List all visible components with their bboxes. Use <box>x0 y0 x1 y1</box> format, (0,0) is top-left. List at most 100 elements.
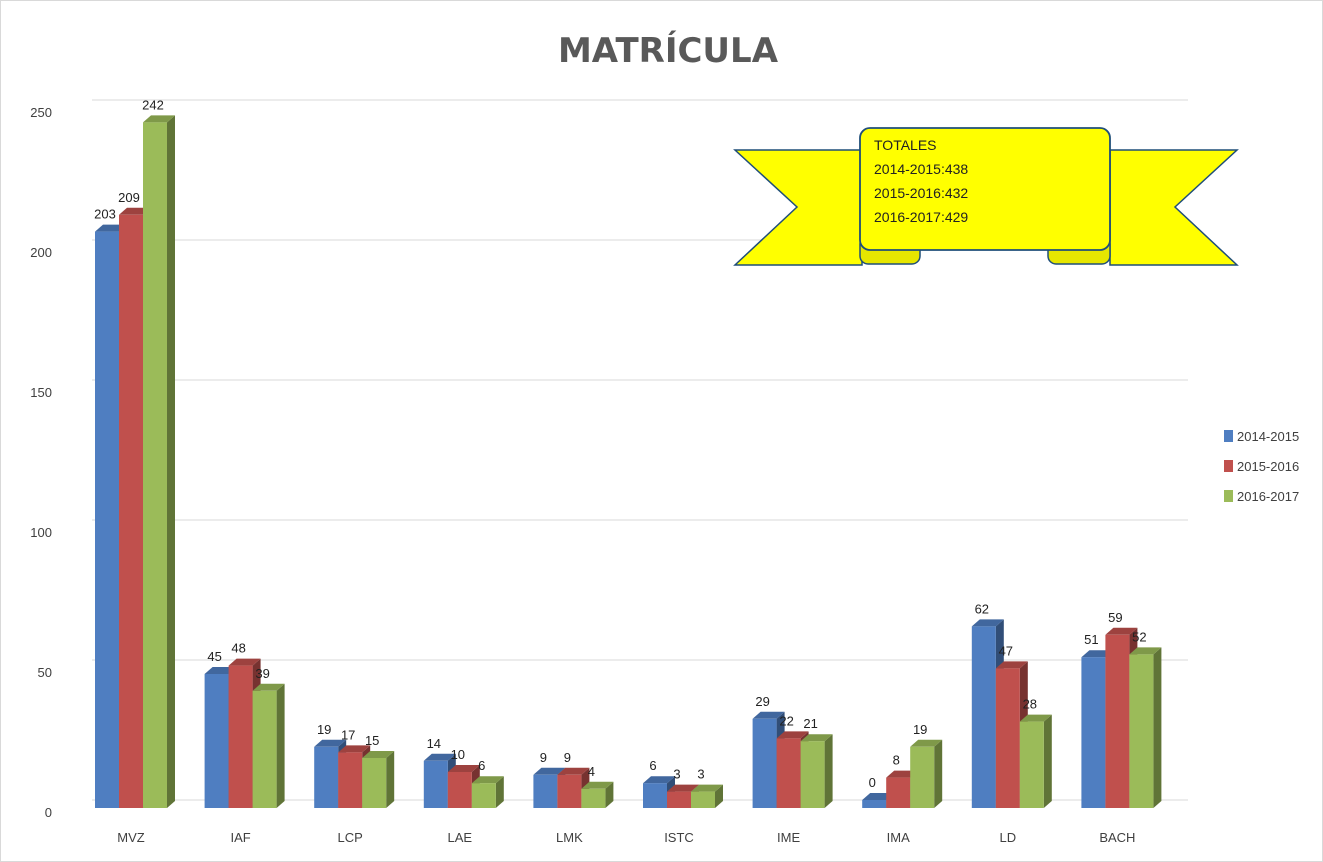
x-tick-label: LMK <box>556 830 583 845</box>
data-label: 28 <box>1023 697 1037 712</box>
data-label: 3 <box>697 767 704 782</box>
bar-top <box>338 745 371 753</box>
bar-side <box>824 734 833 808</box>
bar <box>971 626 996 808</box>
y-tick-label: 100 <box>30 525 52 540</box>
chart-title: MATRÍCULA <box>558 30 779 71</box>
bar-side <box>1153 647 1162 808</box>
bar <box>228 665 253 808</box>
bar-side <box>605 781 614 808</box>
data-label: 3 <box>673 767 680 782</box>
x-tick-label: MVZ <box>117 830 145 845</box>
y-axis-ticks: 0 50 100 150 200 250 <box>30 105 52 820</box>
bar <box>95 231 119 809</box>
data-label: 21 <box>803 716 817 731</box>
banner-text-line: 2015-2016:432 <box>874 185 968 201</box>
legend: 2014-2015 2015-2016 2016-2017 <box>1224 429 1299 504</box>
bar <box>338 752 363 808</box>
y-tick-label: 150 <box>30 385 52 400</box>
banner-text-line: 2014-2015:438 <box>874 161 968 177</box>
data-label: 47 <box>999 643 1013 658</box>
bar <box>204 674 229 808</box>
bar <box>752 718 777 808</box>
bar-side <box>386 751 395 808</box>
y-tick-label: 200 <box>30 245 52 260</box>
bar <box>1105 634 1130 808</box>
bar <box>667 791 691 808</box>
bar-side <box>1043 714 1052 808</box>
legend-swatch <box>1224 490 1233 502</box>
bar <box>581 788 606 808</box>
bar <box>862 800 887 808</box>
data-label: 19 <box>913 722 927 737</box>
bar <box>643 783 667 808</box>
bar <box>252 690 277 808</box>
x-tick-label: LCP <box>338 830 363 845</box>
bar-top <box>447 765 480 772</box>
bar-top <box>228 658 261 666</box>
data-label: 209 <box>118 190 140 205</box>
bar-top <box>667 784 699 792</box>
bar-top <box>752 711 785 719</box>
bar-top <box>971 619 1004 627</box>
x-tick-label: ISTC <box>664 830 694 845</box>
bar-top <box>643 776 675 784</box>
bar-top <box>1019 714 1052 722</box>
x-axis-ticks: MVZ IAF LCP LAE LMK ISTC IME IMA LD BACH <box>117 830 1135 845</box>
banner-text-line: 2016-2017:429 <box>874 209 968 225</box>
bar <box>533 774 558 808</box>
legend-label: 2014-2015 <box>1237 429 1299 444</box>
bar-top <box>314 739 347 747</box>
x-tick-label: IME <box>777 830 800 845</box>
bar <box>314 746 339 808</box>
data-label: 29 <box>755 694 769 709</box>
bar <box>776 738 801 808</box>
bar <box>471 783 496 808</box>
data-label: 9 <box>564 750 571 765</box>
x-tick-label: LD <box>999 830 1016 845</box>
x-tick-label: BACH <box>1099 830 1135 845</box>
bar <box>119 214 143 809</box>
bar-top <box>1105 627 1138 635</box>
bar-top <box>423 753 456 761</box>
bar-side <box>934 739 943 808</box>
banner-panel <box>859 127 1111 251</box>
bar-top <box>776 731 809 739</box>
legend-label: 2016-2017 <box>1237 489 1299 504</box>
data-label: 15 <box>365 733 379 748</box>
bar-side <box>167 115 175 808</box>
x-tick-label: LAE <box>448 830 473 845</box>
bar <box>557 774 582 808</box>
bar <box>362 758 387 808</box>
banner-left-tail <box>733 149 863 266</box>
bar <box>995 668 1020 808</box>
data-label: 6 <box>649 758 656 773</box>
data-label: 39 <box>255 666 269 681</box>
y-tick-label: 0 <box>45 805 52 820</box>
bar-top <box>557 767 590 775</box>
legend-swatch <box>1224 430 1233 442</box>
data-label: 9 <box>540 750 547 765</box>
y-tick-label: 250 <box>30 105 52 120</box>
bar-top <box>1129 647 1162 655</box>
data-label: 45 <box>207 649 221 664</box>
y-tick-label: 50 <box>38 665 52 680</box>
x-tick-label: IMA <box>887 830 910 845</box>
bar-top <box>910 739 943 747</box>
data-label: 62 <box>975 601 989 616</box>
bar-top <box>362 751 395 758</box>
bar <box>1081 657 1106 808</box>
data-label: 0 <box>869 775 876 790</box>
bar <box>143 122 167 808</box>
data-label: 22 <box>779 713 793 728</box>
bar-top <box>800 734 833 742</box>
data-label: 59 <box>1108 610 1122 625</box>
data-label: 4 <box>588 764 595 779</box>
bar <box>691 791 715 808</box>
bar-top <box>471 776 504 784</box>
bar-top <box>252 683 285 691</box>
bar-top <box>995 661 1028 669</box>
data-label: 17 <box>341 727 355 742</box>
